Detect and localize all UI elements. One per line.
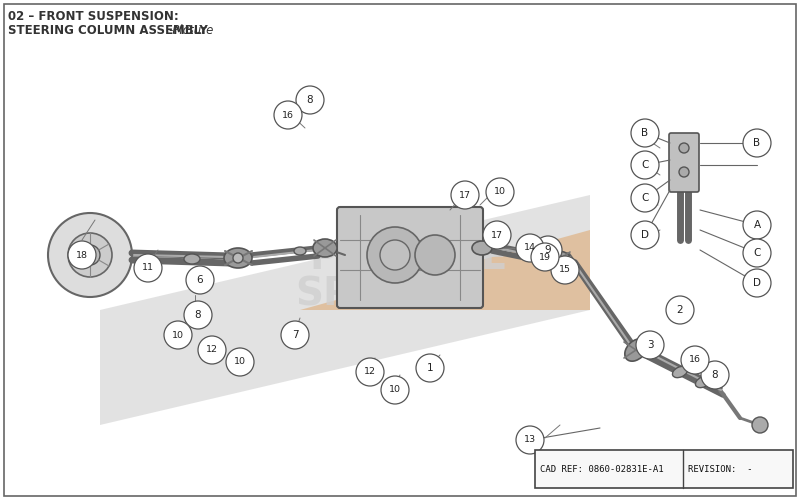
Circle shape <box>636 331 664 359</box>
Circle shape <box>631 119 659 147</box>
Circle shape <box>451 181 479 209</box>
Text: A: A <box>754 220 761 230</box>
Circle shape <box>666 296 694 324</box>
Circle shape <box>631 184 659 212</box>
Text: 12: 12 <box>364 368 376 376</box>
Circle shape <box>68 233 112 277</box>
Circle shape <box>483 221 511 249</box>
Text: 16: 16 <box>282 110 294 120</box>
Text: 14: 14 <box>524 244 536 252</box>
Circle shape <box>631 221 659 249</box>
Text: 13: 13 <box>524 436 536 444</box>
Ellipse shape <box>472 241 492 255</box>
Text: C: C <box>754 248 761 258</box>
Circle shape <box>743 211 771 239</box>
Text: 17: 17 <box>491 230 503 239</box>
Circle shape <box>281 321 309 349</box>
Ellipse shape <box>673 366 687 378</box>
Circle shape <box>134 254 162 282</box>
Text: 9: 9 <box>545 245 551 255</box>
Text: 8: 8 <box>306 95 314 105</box>
Circle shape <box>679 167 689 177</box>
Ellipse shape <box>695 376 710 388</box>
Circle shape <box>48 213 132 297</box>
Text: 8: 8 <box>712 370 718 380</box>
Circle shape <box>681 346 709 374</box>
Circle shape <box>531 243 559 271</box>
Circle shape <box>486 178 514 206</box>
Text: 10: 10 <box>234 358 246 366</box>
Text: -Picture: -Picture <box>168 24 214 37</box>
Ellipse shape <box>545 251 571 269</box>
Circle shape <box>416 354 444 382</box>
Polygon shape <box>100 195 590 425</box>
Text: D: D <box>641 230 649 240</box>
FancyBboxPatch shape <box>669 133 699 192</box>
Ellipse shape <box>294 247 306 255</box>
Text: 12: 12 <box>206 346 218 354</box>
Text: SPARES: SPARES <box>295 276 462 314</box>
Text: 8: 8 <box>194 310 202 320</box>
Text: 1: 1 <box>426 363 434 373</box>
Circle shape <box>226 348 254 376</box>
Text: STEERING COLUMN ASSEMBLY: STEERING COLUMN ASSEMBLY <box>8 24 208 37</box>
Text: 17: 17 <box>459 190 471 200</box>
Circle shape <box>516 426 544 454</box>
Circle shape <box>186 266 214 294</box>
Text: 10: 10 <box>172 330 184 340</box>
Circle shape <box>553 255 563 265</box>
Text: 18: 18 <box>76 250 88 260</box>
Text: 11: 11 <box>142 264 154 272</box>
Ellipse shape <box>224 248 252 268</box>
Text: 02 – FRONT SUSPENSION:: 02 – FRONT SUSPENSION: <box>8 10 178 23</box>
Circle shape <box>198 336 226 364</box>
Ellipse shape <box>313 239 337 257</box>
Circle shape <box>380 240 410 270</box>
Circle shape <box>679 143 689 153</box>
Circle shape <box>551 256 579 284</box>
Text: 3: 3 <box>646 340 654 350</box>
Circle shape <box>415 235 455 275</box>
Text: B: B <box>642 128 649 138</box>
Circle shape <box>296 86 324 114</box>
Circle shape <box>752 417 768 433</box>
Circle shape <box>367 227 423 283</box>
Text: 6: 6 <box>197 275 203 285</box>
Text: 19: 19 <box>539 252 551 262</box>
Circle shape <box>631 151 659 179</box>
Text: 2: 2 <box>677 305 683 315</box>
Circle shape <box>164 321 192 349</box>
Text: 10: 10 <box>494 188 506 196</box>
Text: 16: 16 <box>689 356 701 364</box>
Circle shape <box>516 234 544 262</box>
Text: 10: 10 <box>389 386 401 394</box>
Text: PIT LANE: PIT LANE <box>310 239 507 277</box>
Text: D: D <box>753 278 761 288</box>
Circle shape <box>701 361 729 389</box>
Text: 7: 7 <box>292 330 298 340</box>
Circle shape <box>534 236 562 264</box>
Circle shape <box>743 269 771 297</box>
Bar <box>535 450 793 488</box>
Circle shape <box>68 241 96 269</box>
Circle shape <box>743 239 771 267</box>
Circle shape <box>233 253 243 263</box>
Ellipse shape <box>184 254 200 264</box>
Text: B: B <box>754 138 761 148</box>
Text: REVISION:  -: REVISION: - <box>688 464 753 473</box>
Polygon shape <box>300 230 590 310</box>
Circle shape <box>184 301 212 329</box>
Circle shape <box>274 101 302 129</box>
Circle shape <box>381 376 409 404</box>
Text: CAD REF: 0860-02831E-A1: CAD REF: 0860-02831E-A1 <box>540 464 664 473</box>
Circle shape <box>743 129 771 157</box>
Text: C: C <box>642 160 649 170</box>
Circle shape <box>80 245 100 265</box>
Text: C: C <box>642 193 649 203</box>
Text: 15: 15 <box>559 266 571 274</box>
Circle shape <box>356 358 384 386</box>
Ellipse shape <box>625 339 647 361</box>
FancyBboxPatch shape <box>337 207 483 308</box>
